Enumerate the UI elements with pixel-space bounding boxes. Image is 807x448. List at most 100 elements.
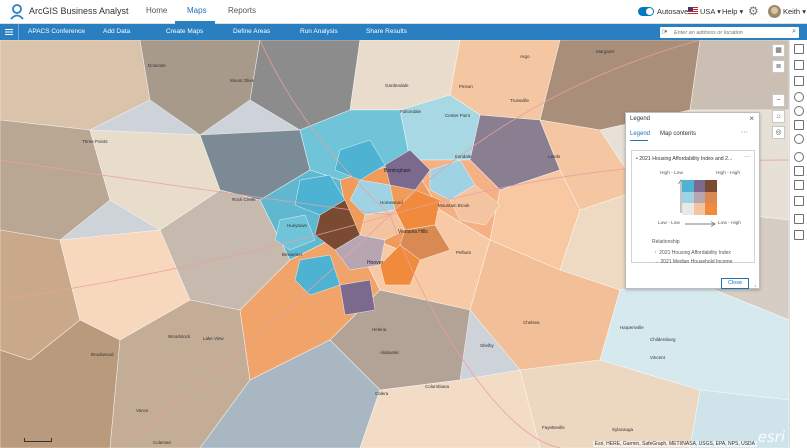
place-label: Irondale — [455, 154, 472, 159]
avatar[interactable] — [768, 5, 781, 18]
active-tab-indicator — [630, 140, 648, 141]
bivariate-label-high-low: High - Low — [660, 171, 683, 176]
place-label: Gardendale — [385, 83, 409, 88]
add-icon[interactable] — [794, 152, 804, 162]
city-label: Hoover — [367, 260, 384, 266]
place-label: Vance — [136, 408, 149, 413]
bivariate-cell — [682, 203, 694, 215]
layers-icon[interactable]: ≣ — [772, 60, 785, 73]
map-view[interactable]: Dolomite Three Points Mount Olive Garden… — [0, 40, 789, 448]
zoom-out-icon[interactable]: − — [772, 94, 785, 107]
search-tool-icon[interactable] — [794, 134, 804, 144]
legend-panel: Legend × Legend Map contents ··· • 2021 … — [625, 112, 760, 289]
place-label: Harpersville — [620, 325, 644, 330]
add-data-button[interactable]: Add Data — [103, 28, 131, 35]
search-source-dropdown[interactable]: ▯▾ — [662, 29, 668, 35]
place-label: Sylacauga — [612, 427, 634, 432]
place-label: Woodstock — [168, 334, 191, 339]
active-tab-indicator — [175, 21, 215, 24]
country-label: USA — [700, 7, 716, 16]
zoom-in-icon[interactable] — [794, 92, 804, 102]
place-label: Helena — [372, 327, 387, 332]
tab-reports[interactable]: Reports — [228, 6, 257, 15]
bivariate-cell — [705, 180, 717, 192]
project-name[interactable]: APACS Conference — [28, 28, 85, 35]
comment-icon[interactable] — [794, 230, 804, 240]
gear-icon[interactable]: ⚙ — [748, 4, 759, 18]
more-options-icon[interactable]: ··· — [741, 129, 748, 136]
app-header: ArcGIS Business Analyst Home Maps Report… — [0, 0, 807, 24]
usa-flag-icon — [688, 7, 698, 15]
image-icon[interactable] — [794, 214, 804, 224]
create-maps-button[interactable]: Create Maps — [166, 28, 204, 35]
location-search: ▯▾ ⌕ — [660, 27, 799, 38]
map-attribution: Esri, HERE, Garmin, SafeGraph, METI/NASA… — [592, 441, 757, 447]
tab-maps[interactable]: Maps — [187, 6, 207, 15]
autosave-label: Autosave — [657, 7, 689, 16]
main-toolbar: APACS Conference Add Data Create Maps De… — [0, 24, 807, 40]
define-areas-button[interactable]: Define Areas — [233, 28, 271, 35]
arcgis-logo-icon[interactable] — [9, 3, 25, 21]
export-icon[interactable] — [794, 166, 804, 176]
place-label: Lake View — [203, 336, 224, 341]
tab-home[interactable]: Home — [146, 6, 168, 15]
autosave-toggle[interactable] — [638, 7, 654, 16]
place-label: Shelby — [480, 343, 494, 348]
bivariate-cell — [693, 203, 706, 215]
place-label: Argo — [520, 54, 530, 59]
city-label: Birmingham — [384, 168, 411, 174]
run-analysis-button[interactable]: Run Analysis — [300, 28, 338, 35]
place-label: Columbiana — [425, 384, 450, 389]
share-results-button[interactable]: Share Results — [366, 28, 407, 35]
scale-bar — [24, 438, 52, 442]
tab-map-contents[interactable]: Map contents — [660, 131, 697, 137]
hamburger-menu-icon[interactable] — [5, 28, 13, 36]
help-label: Help — [722, 7, 738, 16]
layer-options-icon[interactable]: ··· — [744, 154, 750, 160]
search-input[interactable] — [674, 28, 784, 37]
place-label: Homewood — [380, 200, 403, 205]
relationship-x-label: 2021 Median Household Income — [660, 259, 733, 265]
bivariate-cell — [693, 191, 706, 204]
save-icon[interactable] — [794, 60, 804, 70]
bivariate-cell — [705, 203, 717, 215]
print-icon[interactable] — [794, 180, 804, 190]
place-label: Vincent — [650, 355, 665, 360]
locate-icon[interactable]: ◎ — [772, 126, 785, 139]
search-icon[interactable]: ⌕ — [792, 28, 796, 35]
basemap-icon[interactable]: ▦ — [772, 44, 785, 57]
bivariate-cell — [705, 191, 717, 204]
resize-handle-icon[interactable]: ⌟ — [754, 282, 757, 288]
home-extent-icon[interactable]: ⌂ — [772, 110, 785, 123]
place-label: Pinson — [459, 84, 473, 89]
place-label: Fultondale — [400, 109, 422, 114]
country-selector[interactable]: USA ▾ — [700, 7, 721, 16]
measure-icon[interactable] — [794, 120, 804, 130]
bivariate-label-low-low: Low - Low — [658, 221, 680, 226]
close-button[interactable]: Close — [721, 278, 749, 289]
place-label: Leeds — [548, 154, 561, 159]
user-name: Keith — [783, 7, 801, 16]
place-label: Coleman — [153, 440, 172, 445]
place-label: Dolomite — [148, 63, 166, 68]
bivariate-cell — [682, 191, 694, 204]
clipboard-icon[interactable] — [794, 44, 804, 54]
tab-legend[interactable]: Legend — [630, 131, 651, 137]
select-icon[interactable] — [794, 76, 804, 86]
place-label: Three Points — [82, 139, 108, 144]
user-menu[interactable]: Keith ▾ — [783, 7, 806, 16]
arrow-up-icon: ↑ — [654, 250, 657, 256]
legend-layer-name[interactable]: • 2021 Housing Affordability Index and 2… — [636, 156, 733, 162]
place-label: Calera — [375, 391, 389, 396]
place-label: Chelsea — [523, 320, 540, 325]
bivariate-cell — [682, 180, 694, 192]
zoom-out-tool-icon[interactable] — [794, 106, 804, 116]
chevron-down-icon: ▾ — [739, 7, 744, 16]
bivariate-map-layer[interactable] — [0, 40, 789, 448]
place-label: Mount Olive — [230, 78, 255, 83]
list-icon[interactable] — [794, 196, 804, 206]
city-label: Vestavia Hills — [398, 229, 428, 235]
help-menu[interactable]: Help ▾ — [722, 7, 743, 16]
close-icon[interactable]: × — [749, 114, 754, 123]
esri-logo: esri — [757, 428, 785, 446]
